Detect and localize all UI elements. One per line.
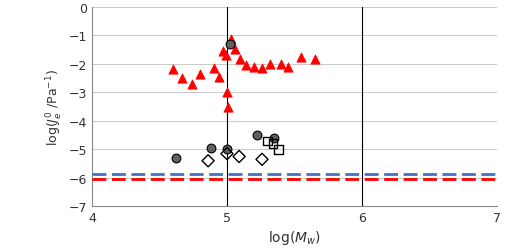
Point — [269, 142, 277, 146]
Point — [231, 48, 239, 52]
Point — [222, 54, 230, 58]
Point — [226, 43, 234, 47]
Point — [252, 134, 261, 138]
Point — [215, 75, 223, 79]
Point — [310, 58, 318, 62]
Point — [169, 68, 177, 72]
Point — [227, 38, 235, 42]
Y-axis label: $\log(J_e^0\ /\mathrm{Pa}^{-1})$: $\log(J_e^0\ /\mathrm{Pa}^{-1})$ — [45, 69, 65, 145]
Point — [270, 136, 278, 140]
Point — [297, 55, 305, 59]
Point — [178, 77, 186, 81]
Point — [258, 67, 266, 71]
Point — [250, 65, 258, 69]
Point — [277, 62, 285, 67]
Point — [209, 67, 218, 71]
Point — [223, 148, 231, 152]
Point — [258, 158, 266, 162]
Point — [263, 139, 271, 143]
Point — [266, 62, 274, 67]
Point — [188, 82, 196, 86]
Point — [204, 159, 212, 163]
Point — [223, 91, 231, 95]
Point — [235, 155, 243, 159]
Point — [242, 64, 250, 68]
Point — [284, 65, 292, 69]
Point — [223, 152, 231, 156]
Point — [224, 105, 232, 109]
Point — [237, 58, 245, 62]
Point — [172, 156, 180, 160]
X-axis label: $\log(M_w)$: $\log(M_w)$ — [268, 229, 321, 246]
Point — [219, 50, 227, 54]
Point — [274, 148, 282, 152]
Point — [196, 72, 204, 76]
Point — [207, 146, 215, 150]
